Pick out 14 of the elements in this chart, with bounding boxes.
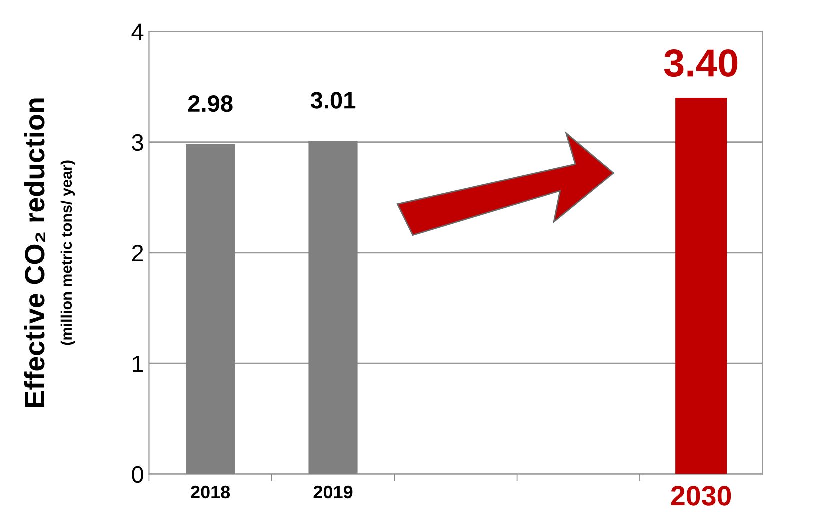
y-tick-label: 0 [132,466,144,484]
data-label: 3.01 [310,92,356,109]
y-tick-label: 4 [132,24,144,40]
y-axis-title: Effective CO₂ reduction (million metric tons/ year) [24,98,76,407]
x-tick-label: 2018 [191,486,230,499]
bar [308,141,358,474]
data-label: 3.40 [664,50,738,78]
data-label: 2.98 [188,95,233,112]
x-tick-label: 2030 [671,486,732,506]
y-tick-label: 2 [132,245,144,262]
x-tick-label: 2019 [314,486,353,499]
y-tick-label: 1 [133,356,144,372]
bar [186,144,236,474]
y-tick-label: 3 [132,134,144,152]
